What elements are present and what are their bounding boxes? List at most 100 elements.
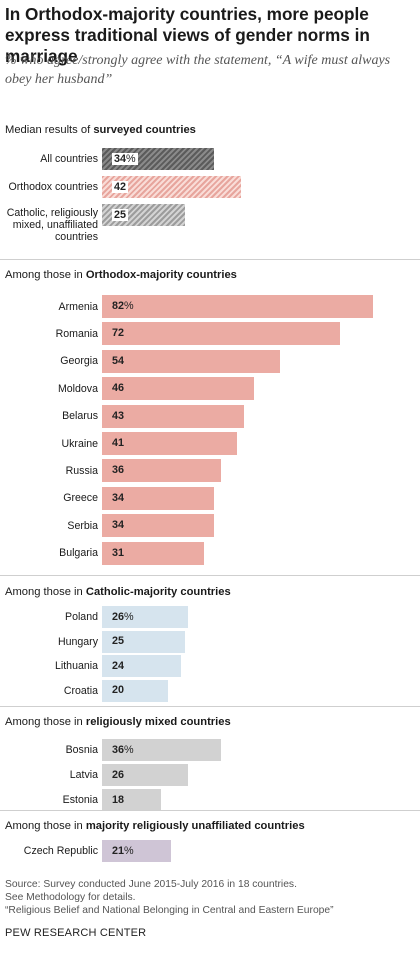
- source-line-3: “Religious Belief and National Belonging…: [5, 905, 334, 916]
- chart-subtitle: % who agree/strongly agree with the stat…: [5, 53, 391, 87]
- bar-value-label: 82%: [112, 300, 134, 312]
- bar-value: 31: [112, 546, 125, 559]
- bar-label: Ukraine: [61, 437, 98, 450]
- bar: [102, 630, 185, 653]
- bar-value: 36: [112, 743, 125, 756]
- chart-title: In Orthodox-majority countries, more peo…: [5, 4, 370, 66]
- section-divider: [0, 259, 420, 260]
- bar-label: All countries: [40, 153, 98, 165]
- bar-label: Russia: [65, 464, 98, 477]
- bar: [102, 322, 340, 346]
- bar: [102, 432, 238, 455]
- bar-label: Estonia: [62, 794, 98, 806]
- bar-value: 26: [112, 610, 125, 623]
- bar-label: Serbia: [67, 519, 98, 532]
- percent-sign: %: [124, 300, 134, 312]
- bar-label: Latvia: [69, 769, 98, 781]
- section-heading-bold: majority religiously unaffiliated countr…: [85, 820, 305, 832]
- bar-label: Catholic, religiously mixed, unaffiliate…: [6, 207, 98, 243]
- bar-value-label: 26: [112, 769, 124, 781]
- section-heading-bold: Orthodox-majority countries: [85, 269, 237, 281]
- section-heading-mixed: Among those in religiously mixed countri…: [5, 716, 231, 728]
- section-divider: [0, 575, 420, 576]
- section-heading-bold: religiously mixed countries: [85, 716, 231, 728]
- bar: [102, 404, 244, 428]
- bar-value: 82: [112, 300, 125, 312]
- bar-value: 21: [112, 844, 125, 857]
- brand-logo-text: PEW RESEARCH CENTER: [5, 927, 147, 939]
- bar: [102, 377, 254, 401]
- bar-label: Lithuania: [54, 660, 98, 673]
- bar-value-label: 18: [112, 794, 124, 806]
- bar-value: 25: [112, 208, 129, 221]
- bar-value: 41: [112, 437, 125, 449]
- percent-sign: %: [126, 152, 138, 165]
- bar: [102, 606, 188, 628]
- section-heading-prefix: Among those in: [5, 586, 86, 598]
- bar: [102, 840, 172, 862]
- bar-value-label: 25: [112, 208, 129, 221]
- section-heading-median: Median results of surveyed countries: [5, 124, 196, 136]
- section-heading-bold: Catholic-majority countries: [85, 586, 231, 598]
- source-line-2: See Methodology for details.: [5, 892, 136, 903]
- percent-sign: %: [124, 743, 134, 756]
- section-heading-bold: surveyed countries: [93, 124, 196, 136]
- percent-sign: %: [124, 610, 134, 623]
- bar: [102, 789, 162, 811]
- section-heading-unaffiliated: Among those in majority religiously unaf…: [5, 820, 305, 832]
- bar: [102, 514, 215, 538]
- bar: [102, 739, 221, 761]
- bar-value-label: 20: [112, 684, 124, 696]
- bar-value-label: 21%: [112, 845, 134, 857]
- bar-value-label: 31: [112, 547, 124, 559]
- bar-value: 25: [112, 635, 125, 648]
- bar: [102, 459, 221, 483]
- bar-value-label: 54: [112, 355, 124, 367]
- bar-value-label: 72: [112, 327, 124, 339]
- bar-value: 36: [112, 464, 125, 477]
- bar: [102, 764, 188, 786]
- bar-value: 34: [112, 152, 127, 165]
- bar-label: Bosnia: [65, 744, 98, 756]
- source-line-1: Source: Survey conducted June 2015-July …: [5, 879, 297, 890]
- section-divider: [0, 810, 420, 811]
- bar: [102, 295, 373, 318]
- bar-label: Hungary: [57, 635, 98, 648]
- bar-value: 18: [112, 793, 125, 806]
- bar-value-label: 41: [112, 437, 124, 449]
- bar-value-label: 34: [112, 519, 124, 531]
- bar-label: Moldova: [57, 382, 98, 395]
- section-heading-prefix: Among those in: [5, 269, 86, 281]
- bar-label: Orthodox countries: [8, 181, 98, 193]
- source-note: Source: Survey conducted June 2015-July …: [5, 878, 417, 917]
- bar-label: Armenia: [58, 300, 98, 313]
- bar-label: Greece: [63, 492, 98, 505]
- section-heading-prefix: Median results of: [5, 124, 94, 136]
- bar-value: 34: [112, 519, 125, 532]
- bar-value: 24: [112, 659, 125, 672]
- bar-value: 26: [112, 768, 125, 781]
- bar-label: Czech Republic: [23, 845, 98, 857]
- percent-sign: %: [124, 844, 134, 857]
- bar: [102, 679, 168, 702]
- section-heading-prefix: Among those in: [5, 716, 86, 728]
- bar-value-label: 42: [112, 180, 129, 193]
- section-heading-prefix: Among those in: [5, 820, 86, 832]
- bar: [102, 541, 205, 565]
- bar: [102, 176, 241, 198]
- bar-value: 72: [112, 327, 125, 340]
- bar-label: Romania: [55, 327, 98, 340]
- bar-value-label: 25: [112, 635, 124, 647]
- bar-label: Georgia: [60, 355, 98, 368]
- bar-value: 34: [112, 491, 125, 504]
- bar-value-label: 34%: [112, 152, 138, 165]
- bar-label: Poland: [65, 611, 98, 623]
- bar-value: 54: [112, 354, 125, 367]
- bar-label: Croatia: [63, 684, 98, 697]
- bar-value-label: 36%: [112, 744, 134, 756]
- section-divider: [0, 706, 420, 707]
- bar-value: 46: [112, 382, 125, 395]
- section-heading-catholic: Among those in Catholic-majority countri…: [5, 586, 231, 598]
- bar-value-label: 24: [112, 660, 124, 672]
- bar-value-label: 36: [112, 464, 124, 476]
